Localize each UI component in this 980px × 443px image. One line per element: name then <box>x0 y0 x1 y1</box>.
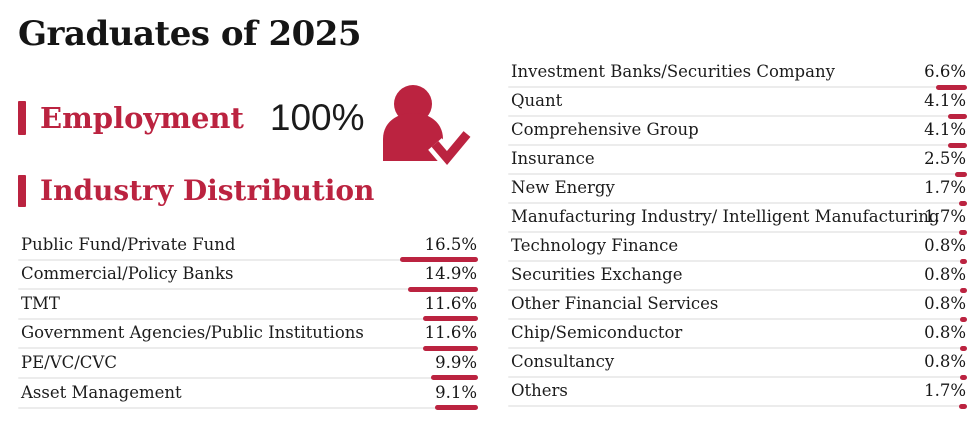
industry-label: Consultancy <box>511 352 615 371</box>
industry-label: Public Fund/Private Fund <box>21 234 236 254</box>
industry-label: TMT <box>21 293 60 313</box>
industry-value: 0.8% <box>924 236 966 255</box>
industry-label: Commercial/Policy Banks <box>21 264 234 284</box>
industry-value: 1.7% <box>924 381 966 400</box>
industry-value: 4.1% <box>924 91 966 110</box>
industry-label: Other Financial Services <box>511 294 719 313</box>
red-marker-bar <box>18 101 26 135</box>
industry-value-bar <box>935 84 967 90</box>
industry-value: 0.8% <box>924 265 966 284</box>
industry-value-bar <box>958 403 967 409</box>
industry-value: 2.5% <box>924 149 966 168</box>
industry-value-bar <box>955 171 967 177</box>
industry-row: Commercial/Policy Banks 14.9% <box>18 261 478 292</box>
industry-value: 6.6% <box>924 62 966 81</box>
page-title: Graduates of 2025 <box>18 14 362 54</box>
industry-value: 14.9% <box>424 264 477 284</box>
industry-row: Others 1.7% <box>508 378 967 409</box>
industry-row: New Energy 1.7% <box>508 175 967 206</box>
industry-value-bar <box>947 113 967 119</box>
industry-value-bar <box>423 316 478 322</box>
industry-label: Comprehensive Group <box>511 120 699 139</box>
industry-label: New Energy <box>511 178 615 197</box>
industry-value: 9.9% <box>435 352 477 372</box>
industry-row: Manufacturing Industry/ Intelligent Manu… <box>508 204 967 235</box>
industry-label: Chip/Semiconductor <box>511 323 683 342</box>
industry-value: 4.1% <box>924 120 966 139</box>
industry-list-left: Public Fund/Private Fund 16.5% Commercia… <box>18 231 478 411</box>
red-marker-bar <box>18 174 26 207</box>
industry-row: Insurance 2.5% <box>508 146 967 177</box>
industry-label: Asset Management <box>21 382 182 402</box>
employment-section: Employment 100% <box>18 97 365 139</box>
industry-list-right: Investment Banks/Securities Company 6.6%… <box>508 59 967 409</box>
industry-distribution-section: Industry Distribution <box>18 174 374 207</box>
person-with-checkmark-icon <box>376 78 478 180</box>
industry-value-bar <box>960 345 967 351</box>
industry-value-bar <box>400 257 478 263</box>
industry-row: Technology Finance 0.8% <box>508 233 967 264</box>
industry-row: Quant 4.1% <box>508 88 967 119</box>
industry-value-bar <box>423 345 478 351</box>
industry-row: Asset Management 9.1% <box>18 379 478 411</box>
industry-row: Investment Banks/Securities Company 6.6% <box>508 59 967 90</box>
industry-row: Other Financial Services 0.8% <box>508 291 967 322</box>
industry-row: PE/VC/CVC 9.9% <box>18 349 478 381</box>
employment-heading: Employment <box>40 101 244 135</box>
industry-value-bar <box>960 287 967 293</box>
industry-value: 0.8% <box>924 323 966 342</box>
employment-rate-value: 100% <box>269 97 365 138</box>
industry-label: Investment Banks/Securities Company <box>511 62 835 81</box>
industry-label: Government Agencies/Public Institutions <box>21 323 364 343</box>
industry-row: Public Fund/Private Fund 16.5% <box>18 231 478 263</box>
industry-value: 16.5% <box>424 234 477 254</box>
industry-value-bar <box>960 316 967 322</box>
industry-value-bar <box>958 200 967 206</box>
industry-row: Chip/Semiconductor 0.8% <box>508 320 967 351</box>
industry-value-bar <box>407 286 478 292</box>
industry-label: Manufacturing Industry/ Intelligent Manu… <box>511 207 940 226</box>
industry-value-bar <box>960 374 967 380</box>
industry-distribution-heading: Industry Distribution <box>40 174 375 207</box>
industry-row: Consultancy 0.8% <box>508 349 967 380</box>
industry-label: Others <box>511 381 568 400</box>
industry-row: Government Agencies/Public Institutions … <box>18 320 478 351</box>
industry-row: Comprehensive Group 4.1% <box>508 117 967 148</box>
industry-row: TMT 11.6% <box>18 290 478 322</box>
industry-value: 11.6% <box>424 293 477 313</box>
industry-value: 1.7% <box>924 207 966 226</box>
industry-value: 0.8% <box>924 352 966 371</box>
industry-label: Securities Exchange <box>511 265 683 284</box>
industry-label: Quant <box>511 91 563 110</box>
industry-value-bar <box>431 375 478 381</box>
industry-value: 9.1% <box>435 382 477 402</box>
industry-value: 1.7% <box>924 178 966 197</box>
industry-label: Technology Finance <box>511 236 679 255</box>
industry-value: 0.8% <box>924 294 966 313</box>
industry-value: 11.6% <box>424 323 477 343</box>
industry-value-bar <box>958 229 967 235</box>
industry-row: Securities Exchange 0.8% <box>508 262 967 293</box>
industry-label: PE/VC/CVC <box>21 352 117 372</box>
industry-label: Insurance <box>511 149 595 168</box>
industry-value-bar <box>435 405 478 411</box>
industry-value-bar <box>947 142 967 148</box>
industry-value-bar <box>960 258 967 264</box>
